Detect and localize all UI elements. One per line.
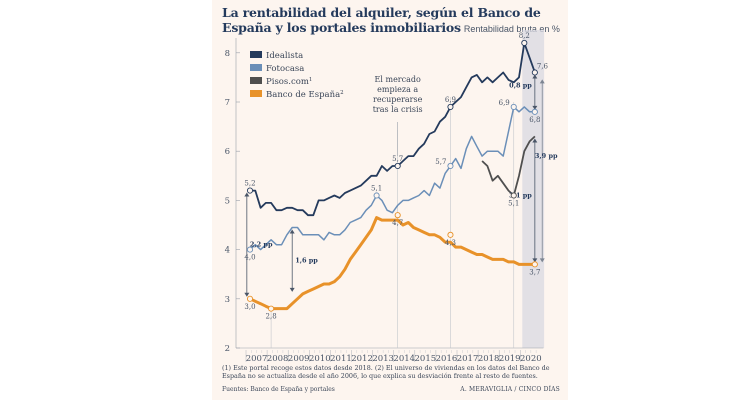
callouts-group: 5,2 4,0 3,0 2,8 5,7 5,1 4,7 6,9 5,7 4,3 8,2 7,6 6,9 6… [244, 32, 548, 321]
gap-label: 1,6 pp [295, 257, 318, 265]
x-tick-label: 2017 [457, 354, 479, 364]
gap-arrow-head-down [289, 287, 295, 292]
legend-footnote-marker: 2 [340, 90, 344, 96]
x-tick-label: 2007 [246, 354, 268, 364]
y-tick-label: 6 [225, 147, 230, 157]
y-tick-label: 8 [225, 49, 230, 59]
callout-marker [447, 103, 454, 110]
x-tick-label: 2011 [330, 354, 352, 364]
x-tick-label: 2018 [478, 354, 500, 364]
callout-marker [531, 261, 538, 268]
x-tick-label: 2016 [436, 354, 458, 364]
y-tick-label: 3 [225, 295, 230, 305]
callout-marker [246, 246, 254, 253]
series-line-fotocasa [249, 106, 535, 251]
x-tick-label: 2019 [499, 354, 521, 364]
gap-arrow-head-down [539, 258, 545, 263]
callout-marker [447, 231, 454, 238]
callout-marker [531, 69, 538, 76]
x-tick-label: 2012 [351, 354, 373, 364]
callout-label: 4,3 [445, 239, 456, 247]
callout-label: 5,7 [435, 158, 446, 166]
callout-marker [510, 192, 517, 199]
legend-label-idealista: Idealista [266, 51, 303, 61]
chart-title: La rentabilidad del alquiler, según el B… [222, 5, 562, 36]
callout-label: 8,2 [519, 32, 530, 40]
annotation-text-line: El mercado [375, 75, 421, 84]
callout-label: 5,1 [508, 199, 519, 207]
y-tick-label: 5 [225, 196, 230, 206]
footnotes: (1) Este portal recoge estos datos desde… [222, 364, 550, 381]
legend: Idealista Fotocasa Pisos.com1 Banco de Espa… [250, 51, 344, 100]
sources-note: Fuentes: Banco de España y portales [222, 386, 335, 393]
y-tick-label: 2 [225, 344, 230, 354]
callout-label: 5,2 [244, 180, 255, 188]
callout-marker [268, 305, 275, 312]
x-tick-label: 2009 [288, 354, 310, 364]
series-line-idealista [250, 42, 536, 217]
legend-label-fotocasa: Fotocasa [266, 64, 304, 74]
gap-label: 3,1 pp [509, 191, 532, 199]
callout-label: 3,7 [529, 268, 540, 276]
callout-marker [373, 192, 380, 199]
callout-label: 6,9 [445, 96, 456, 104]
x-tick-label: 2010 [309, 354, 331, 364]
gap-arrow-head-up [539, 79, 545, 84]
x-tick-label: 2008 [267, 354, 289, 364]
callout-marker [521, 39, 528, 47]
gap-label: 0,8 pp [509, 81, 532, 89]
gap-arrow-head-down [244, 292, 250, 297]
gap-arrow-head-up [532, 138, 538, 143]
x-tick-label: 2015 [415, 354, 437, 364]
callout-marker [510, 103, 517, 110]
gap-arrow-head-up [289, 229, 295, 234]
callout-label: 5,7 [392, 155, 403, 163]
credit-line: A. MERAVIGLIA / CINCO DÍAS [460, 386, 560, 393]
y-tick-label: 7 [225, 98, 230, 108]
legend-footnote-marker: 1 [309, 77, 313, 83]
gap-arrow-head-up [244, 192, 250, 197]
callout-marker [394, 212, 401, 219]
chart-subtitle: Rentabilidad bruta en % [463, 23, 560, 34]
y-tick-label: 4 [225, 246, 230, 256]
callout-marker [394, 162, 401, 170]
legend-swatch-fotocasa [250, 64, 262, 71]
x-tick-label: 2014 [393, 354, 415, 364]
series-group [249, 42, 536, 311]
chart-title-main: La rentabilidad del alquiler, según el B… [222, 5, 541, 35]
gap-arrows-group: 2,2 pp 1,6 pp 0,8 pp 3,1 pp 3,9 pp [244, 74, 558, 297]
legend-label-banco: Banco de España2 [266, 90, 344, 100]
legend-swatch-pisos [250, 77, 262, 84]
callout-label: 4,7 [392, 219, 403, 227]
annotation-text-line: empieza a [377, 85, 418, 94]
gap-label: 2,2 pp [250, 241, 273, 249]
callout-label: 5,1 [371, 184, 382, 192]
gap-arrow-head-down [532, 105, 538, 110]
callout-label: 2,8 [266, 313, 277, 321]
callout-marker [531, 108, 538, 115]
callout-label: 7,6 [537, 62, 549, 70]
gap-arrow-head-down [532, 258, 538, 263]
series-line-banco [249, 216, 535, 311]
legend-label-pisos: Pisos.com1 [266, 77, 312, 87]
annotation-text-line: recuperarse [373, 95, 423, 104]
callout-label: 6,8 [529, 116, 540, 124]
callout-label: 3,0 [244, 303, 255, 311]
legend-swatch-idealista [250, 51, 262, 58]
x-tick-label: 2020 [520, 354, 542, 364]
legend-swatch-banco [250, 90, 262, 97]
callout-marker [246, 187, 254, 194]
callout-label: 6,9 [499, 99, 510, 107]
callout-marker [447, 162, 454, 170]
gap-arrow-head-up [532, 74, 538, 79]
gap-label: 3,9 pp [535, 152, 558, 160]
callout-marker [246, 295, 254, 302]
annotation-text-line: tras la crisis [373, 105, 423, 114]
series-line-pisos [481, 135, 536, 197]
callout-label: 4,0 [244, 254, 255, 262]
x-tick-label: 2013 [372, 354, 394, 364]
